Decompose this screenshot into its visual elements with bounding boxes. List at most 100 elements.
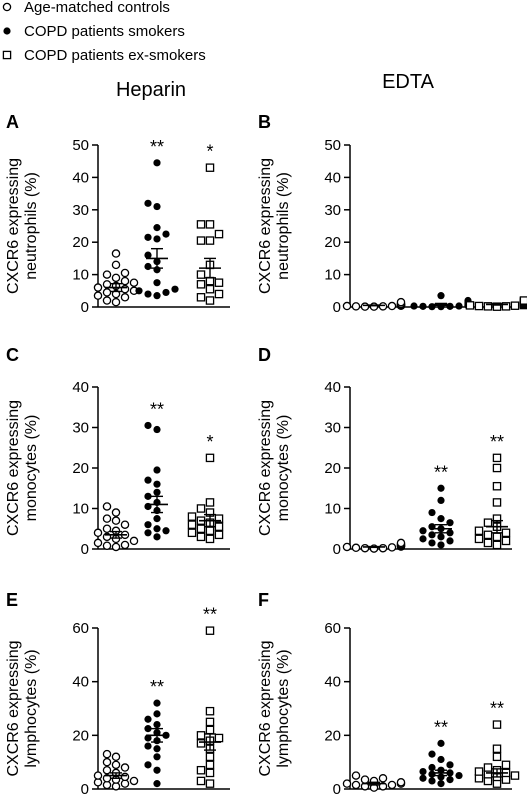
data-point <box>205 626 215 635</box>
data-point <box>120 276 130 286</box>
data-point <box>342 779 352 788</box>
series-open-square <box>465 296 527 311</box>
data-point <box>153 235 161 243</box>
data-point <box>351 302 361 311</box>
column-title-heparin: Heparin <box>116 79 186 101</box>
y-tick-label: 20 <box>324 460 341 477</box>
significance-label: ** <box>203 605 217 625</box>
significance-label: ** <box>150 677 164 697</box>
data-point <box>205 453 215 463</box>
data-point <box>419 527 427 535</box>
panel-letter: D <box>258 345 271 365</box>
data-point <box>120 268 130 278</box>
data-point <box>102 270 112 279</box>
y-tick-label: 60 <box>324 620 341 637</box>
series-open-square: * <box>196 142 224 305</box>
data-point <box>474 526 484 536</box>
data-point <box>102 765 112 775</box>
data-point <box>437 515 445 523</box>
data-point <box>419 774 427 782</box>
series-open-square: ** <box>474 699 520 788</box>
y-axis-label: CXCR6 expressing <box>257 640 274 776</box>
data-point <box>378 302 388 311</box>
data-point <box>144 421 152 430</box>
data-point <box>342 542 352 552</box>
data-point <box>153 425 161 434</box>
data-point <box>428 763 436 772</box>
panel-letter: E <box>6 590 18 610</box>
data-point <box>144 521 152 529</box>
data-point <box>214 530 224 540</box>
data-point <box>483 518 493 527</box>
data-point <box>144 725 152 733</box>
data-point <box>396 538 406 548</box>
data-point <box>102 757 112 767</box>
data-point <box>196 293 206 302</box>
y-tick-label: 20 <box>324 727 341 744</box>
data-point <box>93 771 103 780</box>
data-point <box>205 163 215 172</box>
column-titles: Heparin EDTA <box>116 71 435 101</box>
data-point <box>153 721 161 729</box>
y-tick-label: 40 <box>72 169 89 186</box>
significance-label: * <box>206 142 213 162</box>
data-point <box>144 476 152 484</box>
data-point <box>378 782 388 791</box>
data-point <box>111 273 121 283</box>
series-filled-circle: ** <box>144 677 170 788</box>
data-point <box>102 524 112 534</box>
data-point <box>102 296 112 305</box>
panel-c: C CXCR6 expressing monocytes (%) 0 10 20 30 40 *… <box>5 345 230 558</box>
data-point <box>144 290 152 298</box>
data-point <box>501 302 511 311</box>
data-point <box>205 717 215 727</box>
data-point <box>446 776 454 784</box>
data-point <box>144 199 152 207</box>
y-tick-label: 30 <box>324 420 341 437</box>
y-tick-label: 10 <box>324 501 341 518</box>
series-open-square: ** <box>474 432 511 550</box>
significance-label: * <box>206 432 213 452</box>
data-point <box>501 528 511 538</box>
panel-b: B CXCR6 expressing neutrophils (%) 0 10 20 30 4… <box>257 112 527 316</box>
data-point <box>111 260 121 270</box>
significance-label: ** <box>434 717 448 737</box>
data-point <box>144 233 152 241</box>
y-tick-label: 60 <box>72 620 89 637</box>
data-point <box>351 771 361 780</box>
data-point <box>474 534 484 544</box>
data-point <box>510 771 520 780</box>
data-point <box>196 236 206 245</box>
data-point <box>351 543 361 553</box>
data-point <box>187 520 197 529</box>
data-point <box>446 519 454 527</box>
data-point <box>129 776 139 786</box>
y-axis-label: CXCR6 expressing <box>257 400 274 536</box>
data-point <box>205 526 215 536</box>
data-point <box>196 220 206 229</box>
y-tick-label: 10 <box>324 267 341 284</box>
data-point <box>205 725 215 735</box>
data-point <box>102 749 112 759</box>
data-point <box>214 733 224 743</box>
y-tick-label: 30 <box>324 202 341 219</box>
data-point <box>396 297 406 307</box>
data-point <box>111 752 121 762</box>
data-point <box>387 301 397 311</box>
data-point <box>102 514 112 523</box>
series-open-circle <box>342 538 406 553</box>
data-point <box>419 302 427 310</box>
data-point <box>437 292 445 300</box>
y-tick-label: 40 <box>324 169 341 186</box>
data-point <box>153 710 161 718</box>
data-point <box>187 512 197 521</box>
data-point <box>396 778 406 787</box>
data-point <box>129 536 139 546</box>
data-point <box>196 532 206 542</box>
panel-letter: C <box>6 345 19 365</box>
data-point <box>196 731 206 740</box>
data-point <box>120 293 130 302</box>
data-point <box>446 529 454 537</box>
data-point <box>93 283 103 292</box>
